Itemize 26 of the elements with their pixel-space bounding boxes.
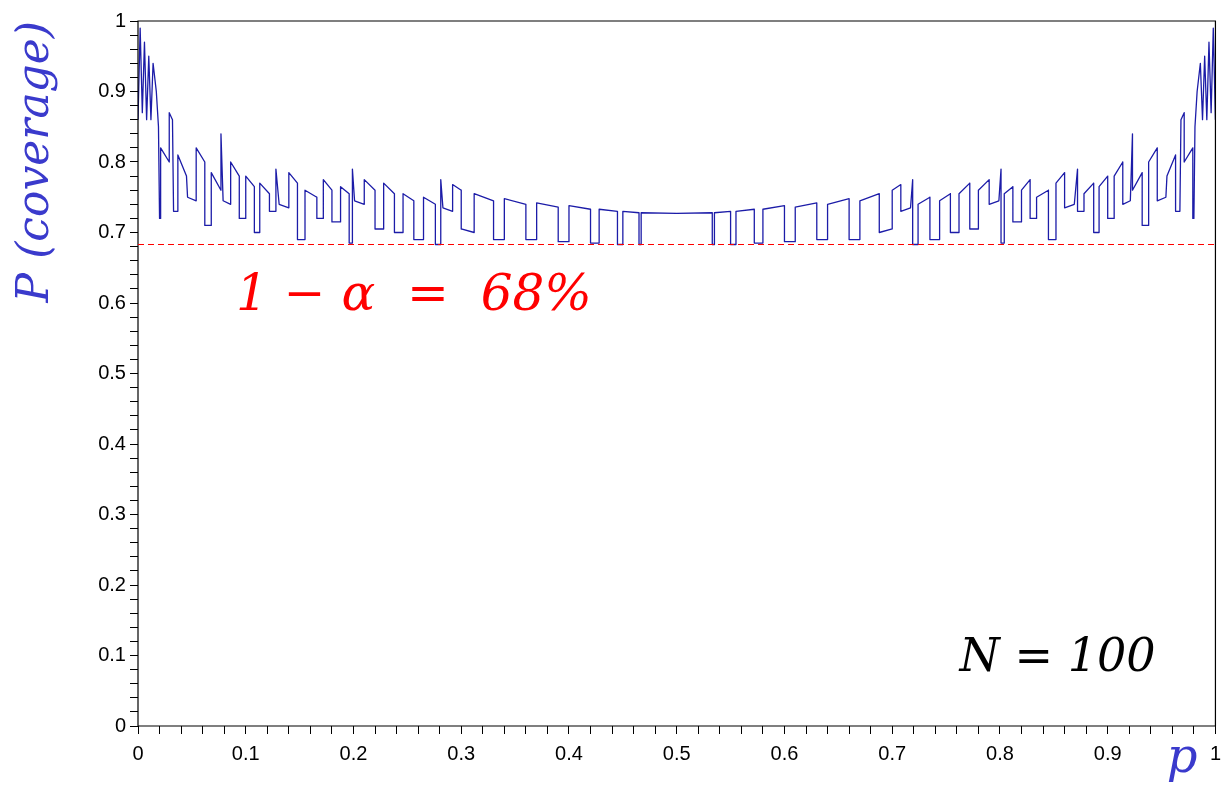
y-tick-label: 0.9 [98,79,126,102]
annotation: N = 100 [958,628,1156,682]
x-tick-label: 0.2 [339,741,368,764]
ref-line-label: 1 − α = 68% [236,264,592,323]
y-tick-label: 0.8 [98,149,126,172]
x-tick-label: 0.3 [447,741,476,764]
x-tick-label: 0.4 [555,741,583,764]
x-tick-label: 0 [132,741,144,764]
y-tick-label: 0 [114,713,126,736]
x-tick-label: 0.8 [986,741,1014,764]
x-tick-label: 0.9 [1093,741,1122,764]
y-axis-title: P (coverage) [7,21,58,304]
x-tick-label: 1 [1209,741,1221,764]
y-tick-label: 0.7 [98,220,126,243]
x-tick-label: 0.5 [662,741,691,764]
y-tick-label: 1 [114,8,126,31]
x-tick-label: 0.1 [231,741,260,764]
x-axis-title: p [1166,727,1198,783]
y-tick-label: 0.1 [98,643,126,666]
y-tick-label: 0.2 [98,572,126,595]
y-tick-label: 0.4 [98,431,126,454]
x-tick-label: 0.7 [878,741,907,764]
y-tick-label: 0.6 [98,290,126,313]
y-tick-label: 0.3 [98,502,126,525]
x-tick-label: 0.6 [770,741,799,764]
y-tick-label: 0.5 [98,361,126,384]
